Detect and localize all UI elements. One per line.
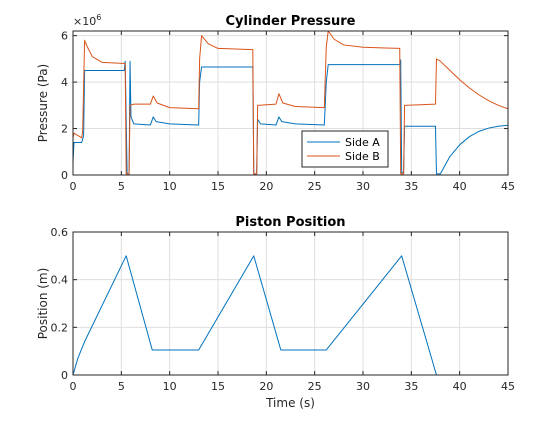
x-tick-label: 0 — [70, 180, 77, 193]
plot-area — [73, 232, 508, 375]
x-tick-label: 45 — [501, 180, 515, 193]
y-tick-label: 4 — [61, 76, 68, 89]
legend-label-1: Side A — [345, 136, 380, 149]
y-tick-label: 6 — [61, 30, 68, 43]
x-tick-label: 35 — [404, 180, 418, 193]
y-tick-label: 0.4 — [51, 274, 69, 287]
y-tick-label: 0.2 — [51, 321, 69, 334]
x-tick-label: 15 — [211, 380, 225, 393]
axes-box — [72, 30, 509, 176]
series-line-1 — [73, 255, 508, 376]
y-tick-label: 0 — [61, 169, 68, 182]
x-tick-label: 10 — [163, 380, 177, 393]
x-tick-label: 5 — [118, 380, 125, 393]
x-tick-label: 15 — [211, 180, 225, 193]
chart-title: Piston Position — [235, 215, 345, 230]
y-tick-label: 0 — [61, 369, 68, 382]
legend-label-2: Side B — [345, 150, 380, 163]
x-tick-label: 0 — [70, 380, 77, 393]
y-axis-multiplier-exponent: 6 — [96, 13, 101, 22]
y-axis-multiplier-base: ×10 — [73, 15, 96, 28]
chart-title: Cylinder Pressure — [226, 14, 356, 29]
x-tick-label: 40 — [453, 380, 467, 393]
plot-area — [73, 31, 508, 175]
y-axis-label: Position (m) — [36, 268, 50, 340]
x-tick-label: 25 — [308, 380, 322, 393]
x-tick-label: 25 — [308, 180, 322, 193]
x-axis-label: Time (s) — [265, 396, 315, 410]
y-tick-label: 2 — [61, 123, 68, 136]
y-tick-label: 0.6 — [51, 226, 69, 239]
x-tick-label: 30 — [356, 180, 370, 193]
x-tick-label: 5 — [118, 180, 125, 193]
x-tick-label: 35 — [404, 380, 418, 393]
x-tick-label: 20 — [259, 180, 273, 193]
chart-1: 0 5 10 15 20 25 30 35 40 45 0 2 4 6 Cylinder Pressure P… — [36, 13, 515, 193]
series-line-2 — [73, 30, 508, 175]
x-tick-label: 45 — [501, 380, 515, 393]
y-axis-multiplier: ×106 — [73, 13, 101, 28]
axes-box — [72, 231, 509, 376]
legend-box — [301, 130, 389, 168]
x-tick-label: 10 — [163, 180, 177, 193]
y-axis-label: Pressure (Pa) — [36, 64, 50, 142]
chart-2: 0 5 10 15 20 25 30 35 40 45 0 0.2 0.4 0.6 Piston Posit… — [36, 215, 515, 410]
x-tick-label: 40 — [453, 180, 467, 193]
x-tick-label: 30 — [356, 380, 370, 393]
x-tick-label: 20 — [259, 380, 273, 393]
